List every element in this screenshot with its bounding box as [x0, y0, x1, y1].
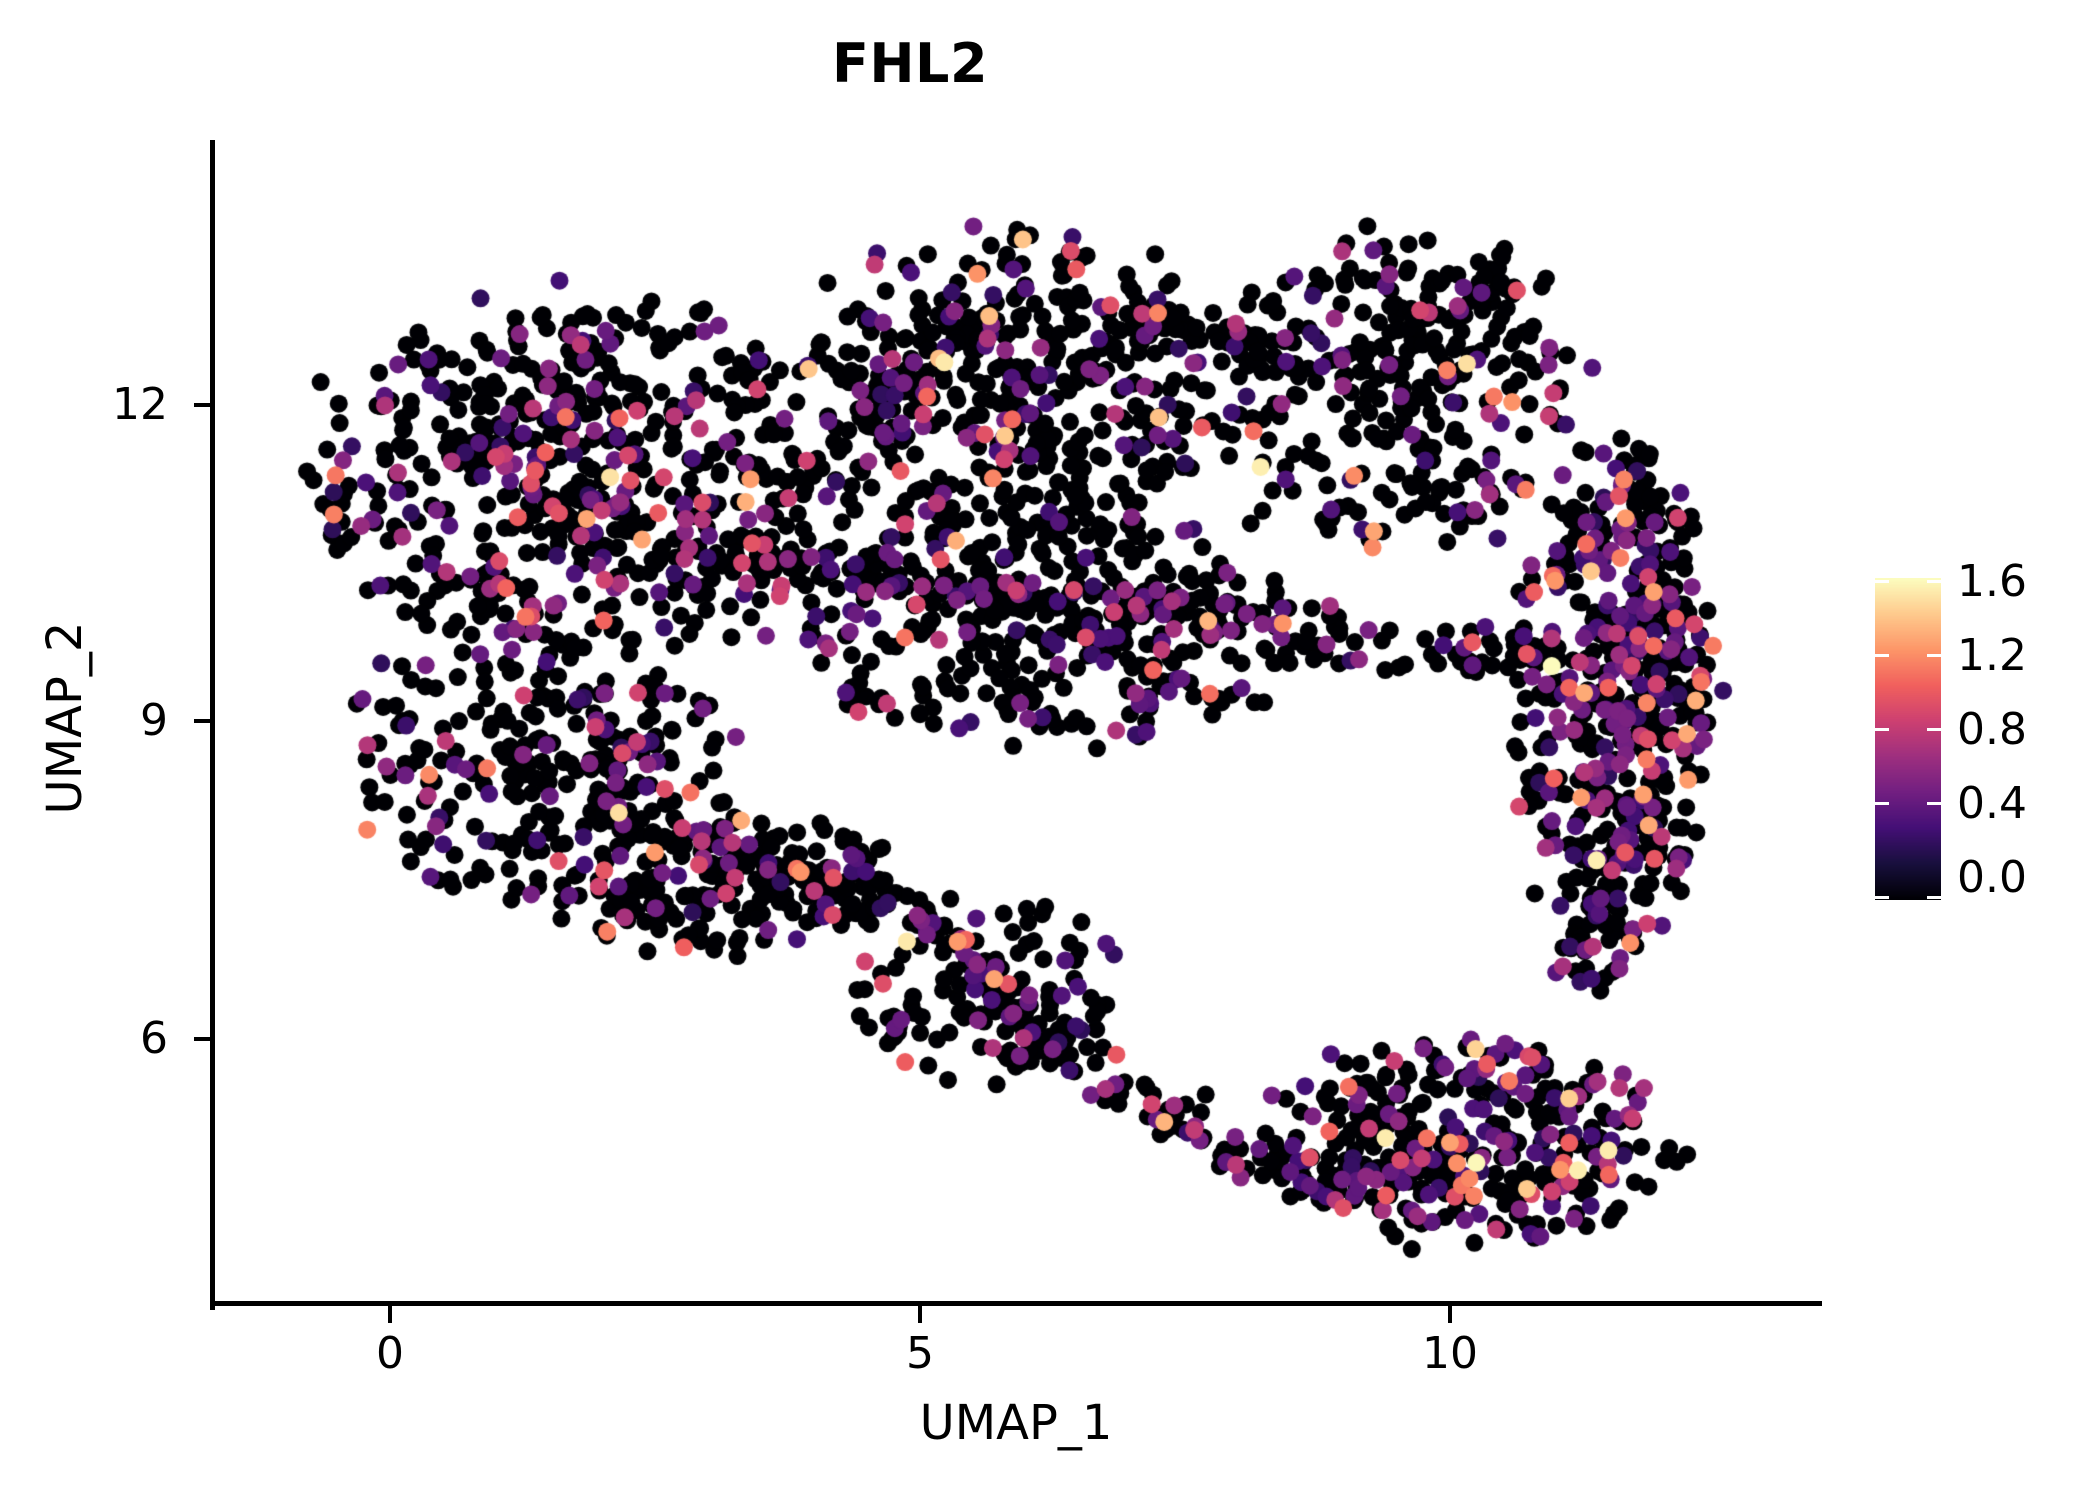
colorbar-tick-0-8 — [1875, 728, 1941, 731]
colorbar-label-0-0: 0.0 — [1957, 852, 2027, 903]
ytick-label-6: 6 — [140, 1013, 168, 1064]
colorbar-label-0-4: 0.4 — [1957, 778, 2027, 829]
colorbar-label-1-2: 1.2 — [1957, 630, 2027, 681]
x-axis-label: UMAP_1 — [919, 1395, 1113, 1451]
ytick-label-9: 9 — [140, 695, 168, 746]
xtick-label-0: 0 — [376, 1328, 404, 1379]
xtick-label-10: 10 — [1422, 1328, 1478, 1379]
xtick-label-5: 5 — [906, 1328, 934, 1379]
colorbar-gradient — [1875, 578, 1941, 900]
colorbar: 1.6 1.2 0.8 0.4 0.0 — [1875, 556, 2095, 908]
colorbar-tick-0-4 — [1875, 802, 1941, 805]
page-title: FHL2 — [831, 32, 989, 95]
axis-spine-bottom — [210, 1301, 1822, 1306]
ytick-mark-9 — [194, 719, 211, 723]
colorbar-label-0-8: 0.8 — [1957, 704, 2027, 755]
xtick-mark-10 — [1448, 1306, 1452, 1323]
scatter-plot-canvas — [212, 140, 1820, 1303]
colorbar-tick-0-0 — [1875, 896, 1941, 899]
xtick-mark-0 — [388, 1306, 392, 1323]
ytick-mark-12 — [194, 403, 211, 407]
ytick-label-12: 12 — [112, 379, 168, 430]
xtick-mark-5 — [918, 1306, 922, 1323]
colorbar-label-1-6: 1.6 — [1957, 556, 2027, 607]
colorbar-tick-1-6 — [1875, 580, 1941, 583]
y-axis-label: UMAP_2 — [37, 621, 93, 815]
colorbar-tick-1-2 — [1875, 654, 1941, 657]
ytick-mark-6 — [194, 1037, 211, 1041]
